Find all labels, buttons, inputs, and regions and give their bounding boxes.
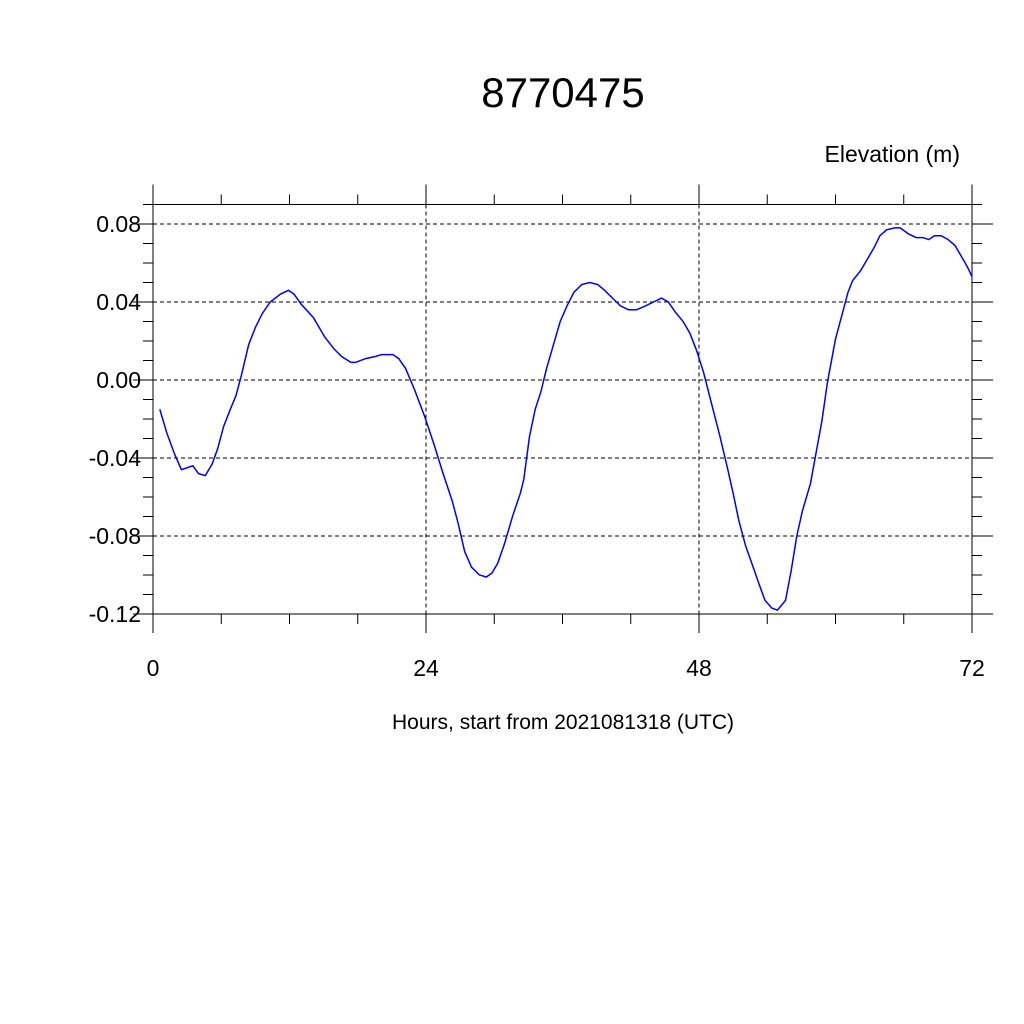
x-tick-label: 48 <box>686 655 712 681</box>
x-axis-label: Hours, start from 2021081318 (UTC) <box>392 711 734 734</box>
y-axis-label: Elevation (m) <box>825 141 960 167</box>
y-tick-label: -0.08 <box>89 523 141 549</box>
x-tick-label: 0 <box>147 655 160 681</box>
plot-frame <box>152 204 973 615</box>
y-tick-label: 0.00 <box>96 367 141 393</box>
data-line <box>159 227 973 611</box>
chart-title: 8770475 <box>481 69 645 116</box>
y-tick-label: 0.04 <box>96 289 141 315</box>
y-tick-label: -0.12 <box>89 601 141 627</box>
x-tick-label: 72 <box>959 655 985 681</box>
x-tick-label: 24 <box>413 655 439 681</box>
y-tick-label: -0.04 <box>89 445 142 471</box>
y-tick-label: 0.08 <box>96 211 141 237</box>
